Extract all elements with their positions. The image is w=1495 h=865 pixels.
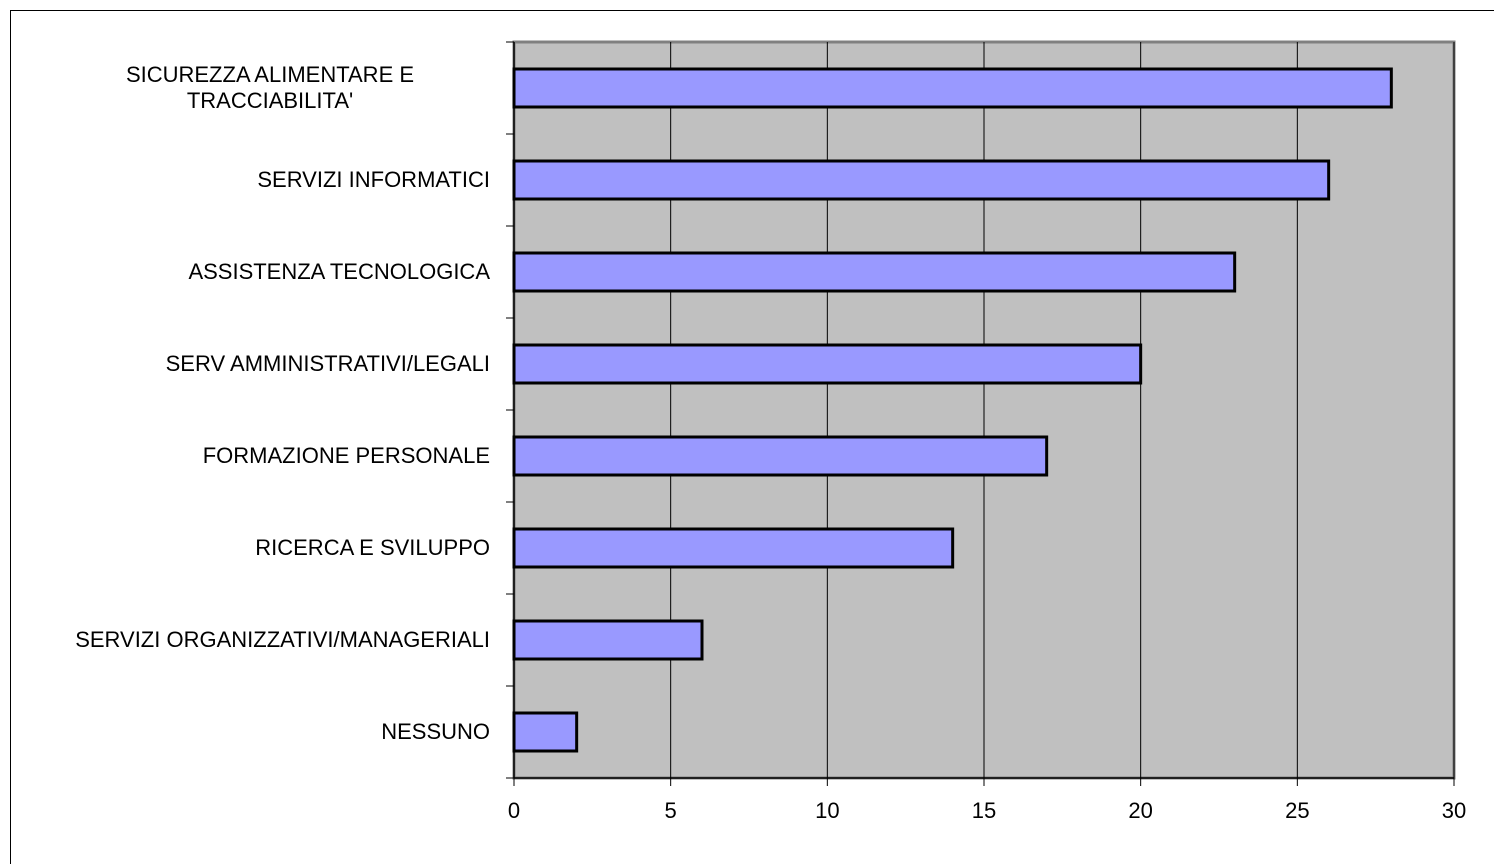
x-tick-label: 25 bbox=[1285, 798, 1309, 823]
y-label-box: RICERCA E SVILUPPO bbox=[0, 502, 490, 594]
y-tick-label: SERVIZI INFORMATICI bbox=[257, 167, 490, 192]
y-tick-label: SICUREZZA ALIMENTARE E TRACCIABILITA' bbox=[125, 62, 415, 113]
bar bbox=[512, 251, 1237, 293]
y-label-box: SERV AMMINISTRATIVI/LEGALI bbox=[0, 318, 490, 410]
x-tick-label: 0 bbox=[508, 798, 520, 823]
x-tick-label: 5 bbox=[665, 798, 677, 823]
y-tick-label: SERVIZI ORGANIZZATIVI/MANAGERIALI bbox=[75, 627, 490, 652]
y-label-box: ASSISTENZA TECNOLOGICA bbox=[0, 226, 490, 318]
bar bbox=[512, 67, 1393, 109]
bar bbox=[512, 619, 704, 661]
y-label-box: NESSUNO bbox=[0, 686, 490, 778]
chart-frame bbox=[10, 10, 1494, 864]
x-tick-label: 15 bbox=[972, 798, 996, 823]
y-label-box: SERVIZI ORGANIZZATIVI/MANAGERIALI bbox=[0, 594, 490, 686]
x-tick-label: 20 bbox=[1128, 798, 1152, 823]
x-tick-label: 30 bbox=[1442, 798, 1466, 823]
x-tick-label: 10 bbox=[815, 798, 839, 823]
y-label-box: SERVIZI INFORMATICI bbox=[0, 134, 490, 226]
y-tick-label: FORMAZIONE PERSONALE bbox=[202, 443, 490, 468]
bar bbox=[512, 159, 1331, 201]
bar bbox=[512, 435, 1049, 477]
y-tick-label: RICERCA E SVILUPPO bbox=[255, 535, 490, 560]
y-label-box: FORMAZIONE PERSONALE bbox=[0, 410, 490, 502]
bar bbox=[512, 343, 1143, 385]
y-label-box: SICUREZZA ALIMENTARE E TRACCIABILITA' bbox=[0, 42, 490, 134]
y-tick-label: ASSISTENZA TECNOLOGICA bbox=[188, 259, 490, 284]
bar bbox=[512, 711, 579, 753]
y-tick-label: NESSUNO bbox=[381, 719, 490, 744]
bar bbox=[512, 527, 955, 569]
y-tick-label: SERV AMMINISTRATIVI/LEGALI bbox=[165, 351, 490, 376]
